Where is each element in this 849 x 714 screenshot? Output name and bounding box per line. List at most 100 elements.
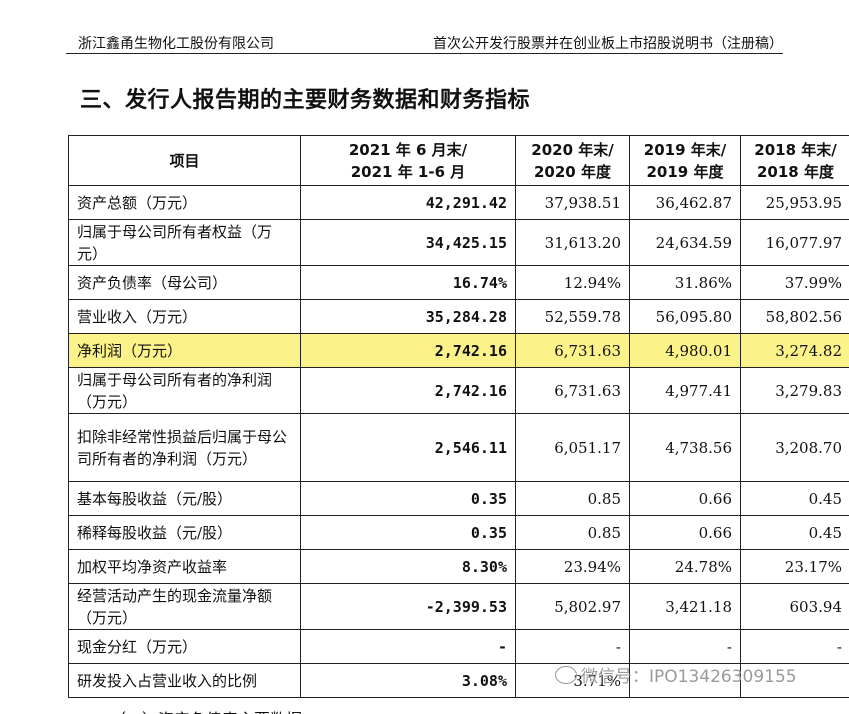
value-cell: 16.74% [300, 265, 516, 300]
table-row: 净利润（万元） 2,742.16 6,731.63 4,980.01 3,274.82 [68, 333, 849, 368]
column-header: 项目 [68, 135, 301, 186]
cut-off-text: （一）资产负债表主要数据 [110, 706, 390, 714]
value-cell: 4,738.56 [629, 413, 741, 482]
value-cell: 56,095.80 [629, 299, 741, 334]
value-cell: - [740, 629, 849, 664]
column-header-line: 2019 年度 [646, 162, 724, 181]
value-cell: - [300, 629, 516, 664]
row-label: 基本每股收益（元/股） [68, 481, 301, 516]
row-label: 稀释每股收益（元/股） [68, 515, 301, 550]
value-cell: 24,634.59 [629, 219, 741, 266]
value-cell: 2,742.16 [300, 333, 516, 368]
value-cell: 23.94% [515, 549, 630, 584]
value-cell: 6,731.63 [515, 367, 630, 414]
row-label: 现金分红（万元） [68, 629, 301, 664]
row-label: 研发投入占营业收入的比例 [68, 663, 301, 698]
value-cell: 2,546.11 [300, 413, 516, 482]
value-cell: 4,977.41 [629, 367, 741, 414]
table-row: 经营活动产生的现金流量净额（万元） -2,399.53 5,802.97 3,421.… [68, 583, 849, 630]
row-label: 归属于母公司所有者的净利润（万元） [68, 367, 301, 414]
table-row: 研发投入占营业收入的比例 3.08% 3.71% [68, 663, 849, 698]
row-label: 经营活动产生的现金流量净额（万元） [68, 583, 301, 630]
table-row: 扣除非经常性损益后归属于母公司所有者的净利润（万元） 2,546.11 6,051.… [68, 413, 849, 482]
value-cell: 0.85 [515, 481, 630, 516]
value-cell: 35,284.28 [300, 299, 516, 334]
table-row: 加权平均净资产收益率 8.30% 23.94% 24.78% 23.17% [68, 549, 849, 584]
value-cell: 3.08% [300, 663, 516, 698]
value-cell: 24.78% [629, 549, 741, 584]
column-header-line: 2020 年末/ [531, 140, 614, 159]
column-header: 2021 年 6 月末/2021 年 1-6 月 [300, 135, 516, 186]
value-cell: 52,559.78 [515, 299, 630, 334]
value-cell: 3,208.70 [740, 413, 849, 482]
value-cell [629, 663, 741, 698]
row-label: 资产总额（万元） [68, 185, 301, 220]
value-cell: 8.30% [300, 549, 516, 584]
table-row: 现金分红（万元） - - - - [68, 629, 849, 664]
value-cell: 31,613.20 [515, 219, 630, 266]
value-cell: 0.35 [300, 515, 516, 550]
table-row: 归属于母公司所有者权益（万元） 34,425.15 31,613.20 24,634.… [68, 219, 849, 266]
column-header: 2020 年末/2020 年度 [515, 135, 630, 186]
value-cell: 3,279.83 [740, 367, 849, 414]
value-cell: 5,802.97 [515, 583, 630, 630]
row-label: 营业收入（万元） [68, 299, 301, 334]
value-cell: 34,425.15 [300, 219, 516, 266]
value-cell: 58,802.56 [740, 299, 849, 334]
value-cell: 0.35 [300, 481, 516, 516]
value-cell [740, 663, 849, 698]
value-cell: 0.85 [515, 515, 630, 550]
row-label: 加权平均净资产收益率 [68, 549, 301, 584]
financial-table: 项目 2021 年 6 月末/2021 年 1-6 月 2020 年末/2020 年… [68, 135, 849, 698]
value-cell: 23.17% [740, 549, 849, 584]
value-cell: 37.99% [740, 265, 849, 300]
document-title: 首次公开发行股票并在创业板上市招股说明书（注册稿） [433, 36, 783, 52]
value-cell: 2,742.16 [300, 367, 516, 414]
table-row: 资产总额（万元） 42,291.42 37,938.51 36,462.87 25,95… [68, 185, 849, 220]
value-cell: 36,462.87 [629, 185, 741, 220]
row-label: 资产负债率（母公司） [68, 265, 301, 300]
value-cell: - [629, 629, 741, 664]
value-cell: 12.94% [515, 265, 630, 300]
table-row: 营业收入（万元） 35,284.28 52,559.78 56,095.80 58,80… [68, 299, 849, 334]
row-label: 扣除非经常性损益后归属于母公司所有者的净利润（万元） [68, 413, 301, 482]
value-cell: 6,051.17 [515, 413, 630, 482]
value-cell: 42,291.42 [300, 185, 516, 220]
value-cell: 3,421.18 [629, 583, 741, 630]
section-title: 三、发行人报告期的主要财务数据和财务指标 [80, 88, 531, 113]
table-row: 资产负债率（母公司） 16.74% 12.94% 31.86% 37.99% [68, 265, 849, 300]
column-header-line: 2018 年末/ [754, 140, 837, 159]
value-cell: 0.66 [629, 481, 741, 516]
column-header-line: 项目 [169, 151, 200, 170]
value-cell: 4,980.01 [629, 333, 741, 368]
watermark: 微信号：IPO13426309155 [555, 662, 797, 687]
column-header: 2018 年末/2018 年度 [740, 135, 849, 186]
value-cell: 0.45 [740, 481, 849, 516]
page-header: 浙江鑫甬生物化工股份有限公司 首次公开发行股票并在创业板上市招股说明书（注册稿） [66, 27, 783, 54]
value-cell: 31.86% [629, 265, 741, 300]
row-label: 净利润（万元） [68, 333, 301, 368]
value-cell: 603.94 [740, 583, 849, 630]
column-header-line: 2021 年 1-6 月 [350, 162, 466, 181]
value-cell: 25,953.95 [740, 185, 849, 220]
watermark-text: 微信号：IPO13426309155 [581, 667, 797, 687]
value-cell: 37,938.51 [515, 185, 630, 220]
value-cell: 3,274.82 [740, 333, 849, 368]
value-cell: - [515, 629, 630, 664]
value-cell: -2,399.53 [300, 583, 516, 630]
company-name: 浙江鑫甬生物化工股份有限公司 [78, 36, 274, 52]
table-row: 基本每股收益（元/股） 0.35 0.85 0.66 0.45 [68, 481, 849, 516]
value-cell: 0.66 [629, 515, 741, 550]
row-label: 归属于母公司所有者权益（万元） [68, 219, 301, 266]
table-row: 归属于母公司所有者的净利润（万元） 2,742.16 6,731.63 4,977.4… [68, 367, 849, 414]
column-header-line: 2020 年度 [534, 162, 611, 181]
column-header: 2019 年末/2019 年度 [629, 135, 741, 186]
wechat-icon [555, 666, 577, 684]
table-row: 稀释每股收益（元/股） 0.35 0.85 0.66 0.45 [68, 515, 849, 550]
column-header-line: 2019 年末/ [643, 140, 727, 159]
column-header-line: 2021 年 6 月末/ [348, 140, 468, 159]
value-cell: 0.45 [740, 515, 849, 550]
column-header-line: 2018 年度 [757, 162, 834, 181]
value-cell: 16,077.97 [740, 219, 849, 266]
value-cell: 6,731.63 [515, 333, 630, 368]
